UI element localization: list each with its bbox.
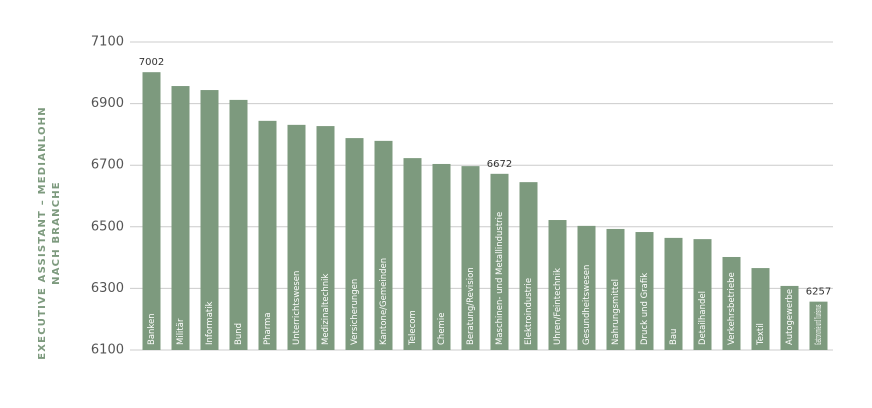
y-tick-label: 7100 xyxy=(91,35,124,50)
y-tick-label: 6700 xyxy=(91,158,124,173)
x-tick-label: Uhren/Feintechnik xyxy=(553,268,563,345)
bar xyxy=(693,239,712,350)
x-tick-label: Gesundheitswesen xyxy=(582,265,592,345)
value-label: 7002 xyxy=(139,57,164,68)
bar xyxy=(577,225,596,350)
bar xyxy=(664,237,683,350)
bar xyxy=(374,140,393,350)
bar xyxy=(403,158,422,350)
value-label: 6257 xyxy=(806,287,831,298)
bar xyxy=(258,120,277,351)
x-tick-label: Banken xyxy=(147,313,157,345)
x-tick-label: Militär xyxy=(176,318,186,345)
x-tick-label: Telecom xyxy=(408,310,418,346)
x-tick-label: Unterrichtswesen xyxy=(292,271,302,345)
bar xyxy=(780,285,799,350)
bar xyxy=(635,232,654,350)
x-tick-label: Versicherungen xyxy=(350,279,360,345)
x-tick-label: Elektroindustrie xyxy=(524,278,534,345)
bar xyxy=(751,268,770,350)
bar xyxy=(345,138,364,350)
x-tick-label: Beratung/Revision xyxy=(466,267,476,345)
x-tick-label: Nahrungsmittel xyxy=(611,279,621,345)
x-tick-label: Bau xyxy=(669,329,679,345)
y-axis-label: NACH BRANCHE xyxy=(51,181,62,285)
x-tick-label: Detailhandel xyxy=(698,291,708,345)
y-axis-label: EXECUTIVE ASSISTANT – MEDIANLOHN xyxy=(37,106,48,360)
bar xyxy=(229,99,248,351)
bar xyxy=(809,301,828,350)
bar xyxy=(548,220,567,350)
bar xyxy=(490,173,509,350)
y-tick-label: 6100 xyxy=(91,343,124,358)
bar xyxy=(432,163,451,350)
value-label: 6672 xyxy=(487,159,512,170)
bar xyxy=(287,124,306,351)
x-tick-label: Druck und Grafik xyxy=(640,273,650,345)
bar xyxy=(171,86,190,350)
bar xyxy=(200,90,219,350)
x-tick-label: Chemie xyxy=(437,313,447,345)
x-tick-label: Kantone/Gemeinden xyxy=(379,258,389,345)
bar xyxy=(519,182,538,350)
x-tick-label: Textil xyxy=(756,323,766,346)
x-tick-label: Bund xyxy=(234,323,244,345)
x-tick-label: Gastronomie und Tourismus xyxy=(814,304,824,345)
bar xyxy=(722,256,741,350)
bar xyxy=(316,126,335,350)
x-tick-label: Informatik xyxy=(205,301,215,345)
x-tick-label: Medizinaltechnik xyxy=(321,274,331,345)
y-tick-label: 6900 xyxy=(91,96,124,111)
bar xyxy=(606,228,625,350)
x-tick-label: Pharma xyxy=(263,312,273,345)
x-tick-label: Verkehrsbetriebe xyxy=(727,272,737,345)
y-tick-label: 6300 xyxy=(91,281,124,296)
x-tick-label: Maschinen- und Metallindustrie xyxy=(495,212,505,345)
bar xyxy=(461,166,480,350)
y-tick-label: 6500 xyxy=(91,219,124,234)
x-tick-label: Autogewerbe xyxy=(785,289,795,345)
bar xyxy=(142,72,161,351)
